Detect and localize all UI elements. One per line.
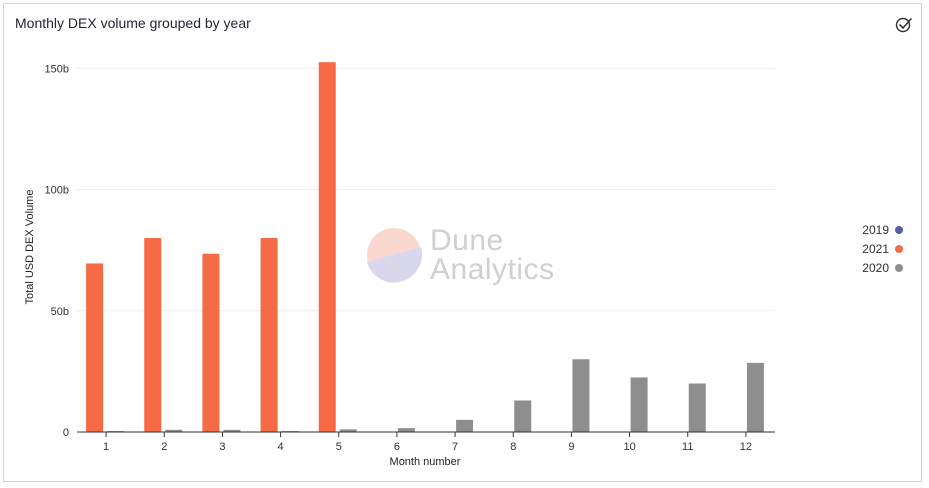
x-tick-label: 7 bbox=[452, 441, 458, 453]
legend-dot-icon bbox=[895, 244, 903, 253]
legend-dot-icon bbox=[895, 225, 903, 234]
x-tick-label: 6 bbox=[394, 441, 400, 453]
dune-logo-icon bbox=[367, 228, 423, 283]
legend-label: 2019 bbox=[862, 222, 889, 237]
bar-2021[interactable] bbox=[260, 238, 278, 432]
bar-2021[interactable] bbox=[318, 62, 336, 432]
x-tick-label: 12 bbox=[740, 441, 752, 453]
x-tick-label: 3 bbox=[219, 441, 225, 453]
watermark-line-2: Analytics bbox=[430, 253, 555, 286]
bar-2020[interactable] bbox=[397, 428, 415, 432]
legend-dot-icon bbox=[895, 263, 903, 272]
watermark: Dune Analytics bbox=[366, 226, 554, 289]
watermark-line-1: Dune bbox=[430, 224, 504, 257]
y-tick-label: 150b bbox=[45, 63, 69, 75]
chart-title: Monthly DEX volume grouped by year bbox=[15, 15, 251, 31]
bar-2021[interactable] bbox=[86, 263, 104, 432]
y-tick-label: 0 bbox=[63, 427, 69, 439]
x-axis: 1 2 3 4 5 6 7 8 9 10 11 12 bbox=[77, 431, 775, 453]
bar-2020[interactable] bbox=[688, 383, 706, 433]
legend-item-2020[interactable]: 2020 bbox=[862, 258, 903, 277]
bar-2020[interactable] bbox=[223, 429, 241, 432]
bars bbox=[86, 62, 764, 433]
legend-item-2019[interactable]: 2019 bbox=[862, 220, 903, 239]
bar-2020[interactable] bbox=[746, 362, 764, 432]
x-tick-label: 8 bbox=[510, 441, 516, 453]
bar-2020[interactable] bbox=[572, 359, 590, 432]
x-tick-label: 2 bbox=[161, 441, 167, 453]
bar-2020[interactable] bbox=[456, 419, 474, 432]
x-tick-label: 1 bbox=[103, 441, 109, 453]
x-tick-label: 10 bbox=[623, 441, 635, 453]
bar-2020[interactable] bbox=[339, 429, 357, 432]
y-axis: 0 50b 100b 150b bbox=[45, 63, 69, 439]
y-axis-label: Total USD DEX Volume bbox=[24, 190, 36, 305]
legend-label: 2021 bbox=[862, 241, 889, 256]
chart-card: Monthly DEX volume grouped by year Dune … bbox=[3, 3, 922, 482]
legend-label: 2020 bbox=[862, 260, 889, 275]
x-tick-label: 4 bbox=[278, 441, 284, 453]
legend-item-2021[interactable]: 2021 bbox=[862, 239, 903, 258]
gridlines bbox=[77, 67, 775, 312]
bar-2021[interactable] bbox=[202, 253, 220, 432]
x-tick-label: 11 bbox=[682, 441, 693, 453]
bar-2020[interactable] bbox=[514, 400, 532, 432]
bar-2020[interactable] bbox=[630, 377, 648, 432]
x-tick-label: 9 bbox=[568, 441, 574, 453]
y-tick-label: 100b bbox=[45, 185, 69, 197]
x-axis-label: Month number bbox=[390, 456, 461, 468]
check-circle-icon[interactable] bbox=[895, 16, 913, 34]
y-tick-label: 50b bbox=[51, 306, 69, 318]
x-tick-label: 5 bbox=[336, 441, 342, 453]
legend: 2019 2021 2020 bbox=[862, 220, 903, 277]
bar-2020[interactable] bbox=[165, 429, 183, 432]
bar-2021[interactable] bbox=[144, 238, 162, 432]
